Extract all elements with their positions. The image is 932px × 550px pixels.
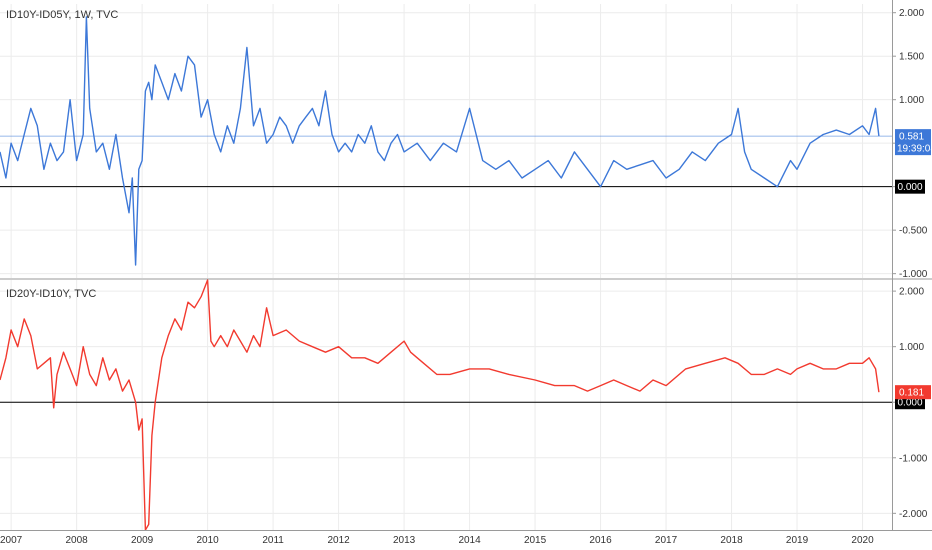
x-tick-label: 2020 — [851, 535, 874, 546]
x-tick-label: 2016 — [589, 535, 612, 546]
series-line-2 — [0, 279, 880, 531]
axis-layer — [0, 0, 932, 531]
x-tick-label: 2010 — [196, 535, 219, 546]
y-tick-label: 2.000 — [899, 287, 924, 298]
series-layer — [0, 16, 880, 531]
last-value-badge — [895, 385, 931, 400]
x-tick-label: 2019 — [786, 535, 809, 546]
x-tick-label: 2017 — [655, 535, 678, 546]
x-tick-label: 2012 — [327, 535, 350, 546]
label-layer: ID10Y-ID05Y, 1W, TVC ID20Y-ID10Y, TVC 20… — [0, 8, 932, 546]
y-tick-label: 2.000 — [899, 8, 924, 19]
baseline-layer — [0, 135, 892, 403]
x-tick-label: 2008 — [66, 535, 89, 546]
zero-badge — [895, 179, 925, 194]
y-tick-label: -1.000 — [899, 269, 928, 280]
zero-badge-label: 0.000 — [897, 182, 922, 193]
x-tick-label: 2015 — [524, 535, 547, 546]
pane-2-title: ID20Y-ID10Y, TVC — [6, 288, 96, 300]
y-tick-label: 1.000 — [899, 95, 924, 106]
last-value-label: 0.581 — [899, 132, 924, 143]
x-tick-label: 2018 — [720, 535, 743, 546]
countdown-label: 19:39:08 — [897, 144, 932, 155]
y-tick-label: -2.000 — [899, 509, 928, 520]
grid-layer — [0, 4, 892, 530]
x-tick-label: 2011 — [262, 535, 284, 546]
zero-badge-label: 0.000 — [897, 398, 922, 409]
x-tick-label: 2009 — [131, 535, 154, 546]
x-tick-label: 2007 — [0, 535, 23, 546]
pane-1-title: ID10Y-ID05Y, 1W, TVC — [6, 9, 118, 21]
y-tick-label: -1.000 — [899, 453, 928, 464]
x-tick-label: 2014 — [458, 535, 481, 546]
y-tick-label: 1.500 — [899, 52, 924, 63]
x-tick-label: 2013 — [393, 535, 416, 546]
y-tick-label: 1.000 — [899, 342, 924, 353]
last-value-badge — [895, 129, 931, 156]
series-line-1 — [0, 16, 880, 266]
y-tick-label: -0.500 — [899, 226, 928, 237]
last-value-label: 0.181 — [899, 388, 924, 399]
